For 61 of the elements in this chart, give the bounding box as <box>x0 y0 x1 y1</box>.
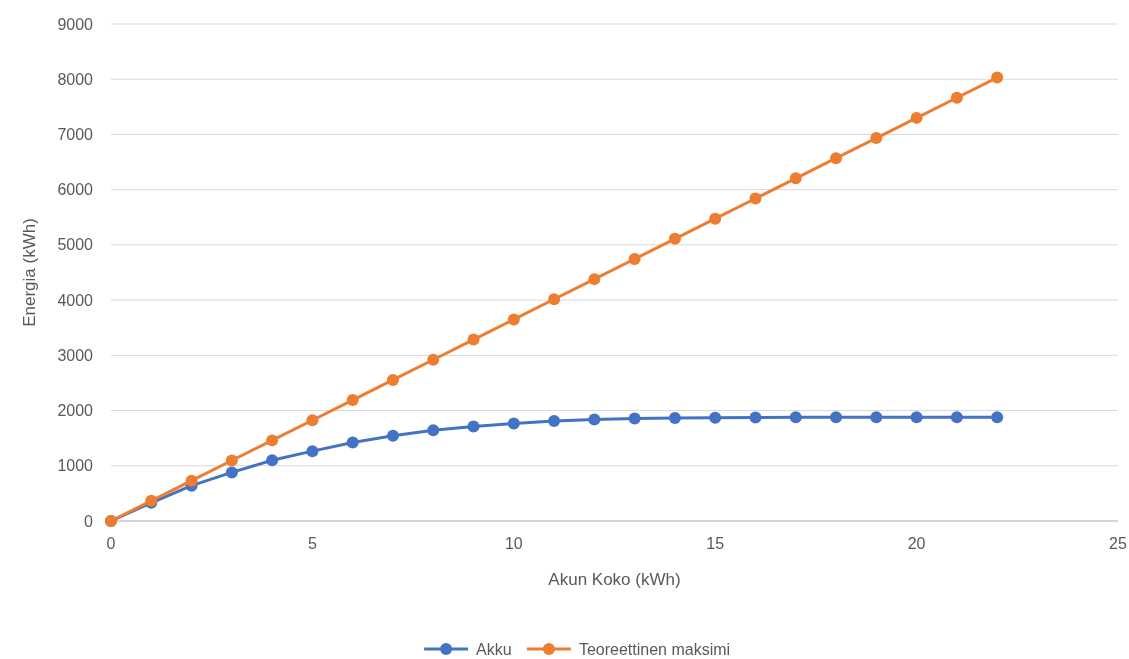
point <box>870 411 883 424</box>
point <box>386 373 399 386</box>
point <box>225 454 238 467</box>
point <box>507 417 520 430</box>
point <box>266 454 279 467</box>
y-tick-label: 3000 <box>57 346 94 364</box>
point <box>749 411 762 424</box>
x-tick-label: 15 <box>706 535 725 552</box>
point <box>668 412 681 425</box>
point <box>467 333 480 346</box>
point <box>548 415 561 428</box>
legend-label: Teoreettinen maksimi <box>578 641 731 658</box>
y-tick-label: 0 <box>84 512 94 530</box>
y-tick-label: 4000 <box>57 291 94 309</box>
point <box>950 91 963 104</box>
point <box>910 111 923 124</box>
x-tick-label: 10 <box>504 535 523 552</box>
point <box>588 413 601 426</box>
point <box>185 474 198 487</box>
point <box>507 313 520 326</box>
point <box>789 172 802 185</box>
legend-label: Akku <box>476 641 512 658</box>
y-tick-label: 1000 <box>57 457 94 475</box>
point <box>749 192 762 205</box>
point <box>830 411 843 424</box>
point <box>789 411 802 424</box>
point <box>548 293 561 306</box>
point <box>427 424 440 437</box>
point <box>668 232 681 245</box>
point <box>225 466 238 479</box>
x-tick-label: 20 <box>907 535 926 552</box>
point <box>910 411 923 424</box>
point <box>870 132 883 145</box>
point <box>427 353 440 366</box>
y-tick-label: 5000 <box>57 236 94 254</box>
y-tick-label: 8000 <box>57 70 94 88</box>
point <box>991 71 1004 84</box>
point <box>628 412 641 425</box>
point <box>266 434 279 447</box>
y-tick-label: 2000 <box>57 402 94 420</box>
point <box>991 411 1004 424</box>
point <box>709 411 722 424</box>
x-tick-label: 5 <box>307 535 317 552</box>
point <box>386 429 399 442</box>
point <box>346 436 359 449</box>
x-axis-title: Akun Koko (kWh) <box>548 570 681 589</box>
point <box>628 252 641 265</box>
x-tick-label: 25 <box>1109 535 1127 552</box>
y-tick-label: 9000 <box>57 15 94 33</box>
point <box>346 394 359 407</box>
point <box>709 212 722 225</box>
point <box>950 411 963 424</box>
y-tick-label: 6000 <box>57 181 94 199</box>
point <box>306 445 319 458</box>
y-axis-title: Energia (kWh) <box>20 218 39 327</box>
point <box>306 414 319 427</box>
point <box>588 273 601 286</box>
x-tick-label: 0 <box>106 535 116 552</box>
point <box>830 152 843 165</box>
y-tick-label: 7000 <box>57 126 94 144</box>
point <box>467 420 480 433</box>
